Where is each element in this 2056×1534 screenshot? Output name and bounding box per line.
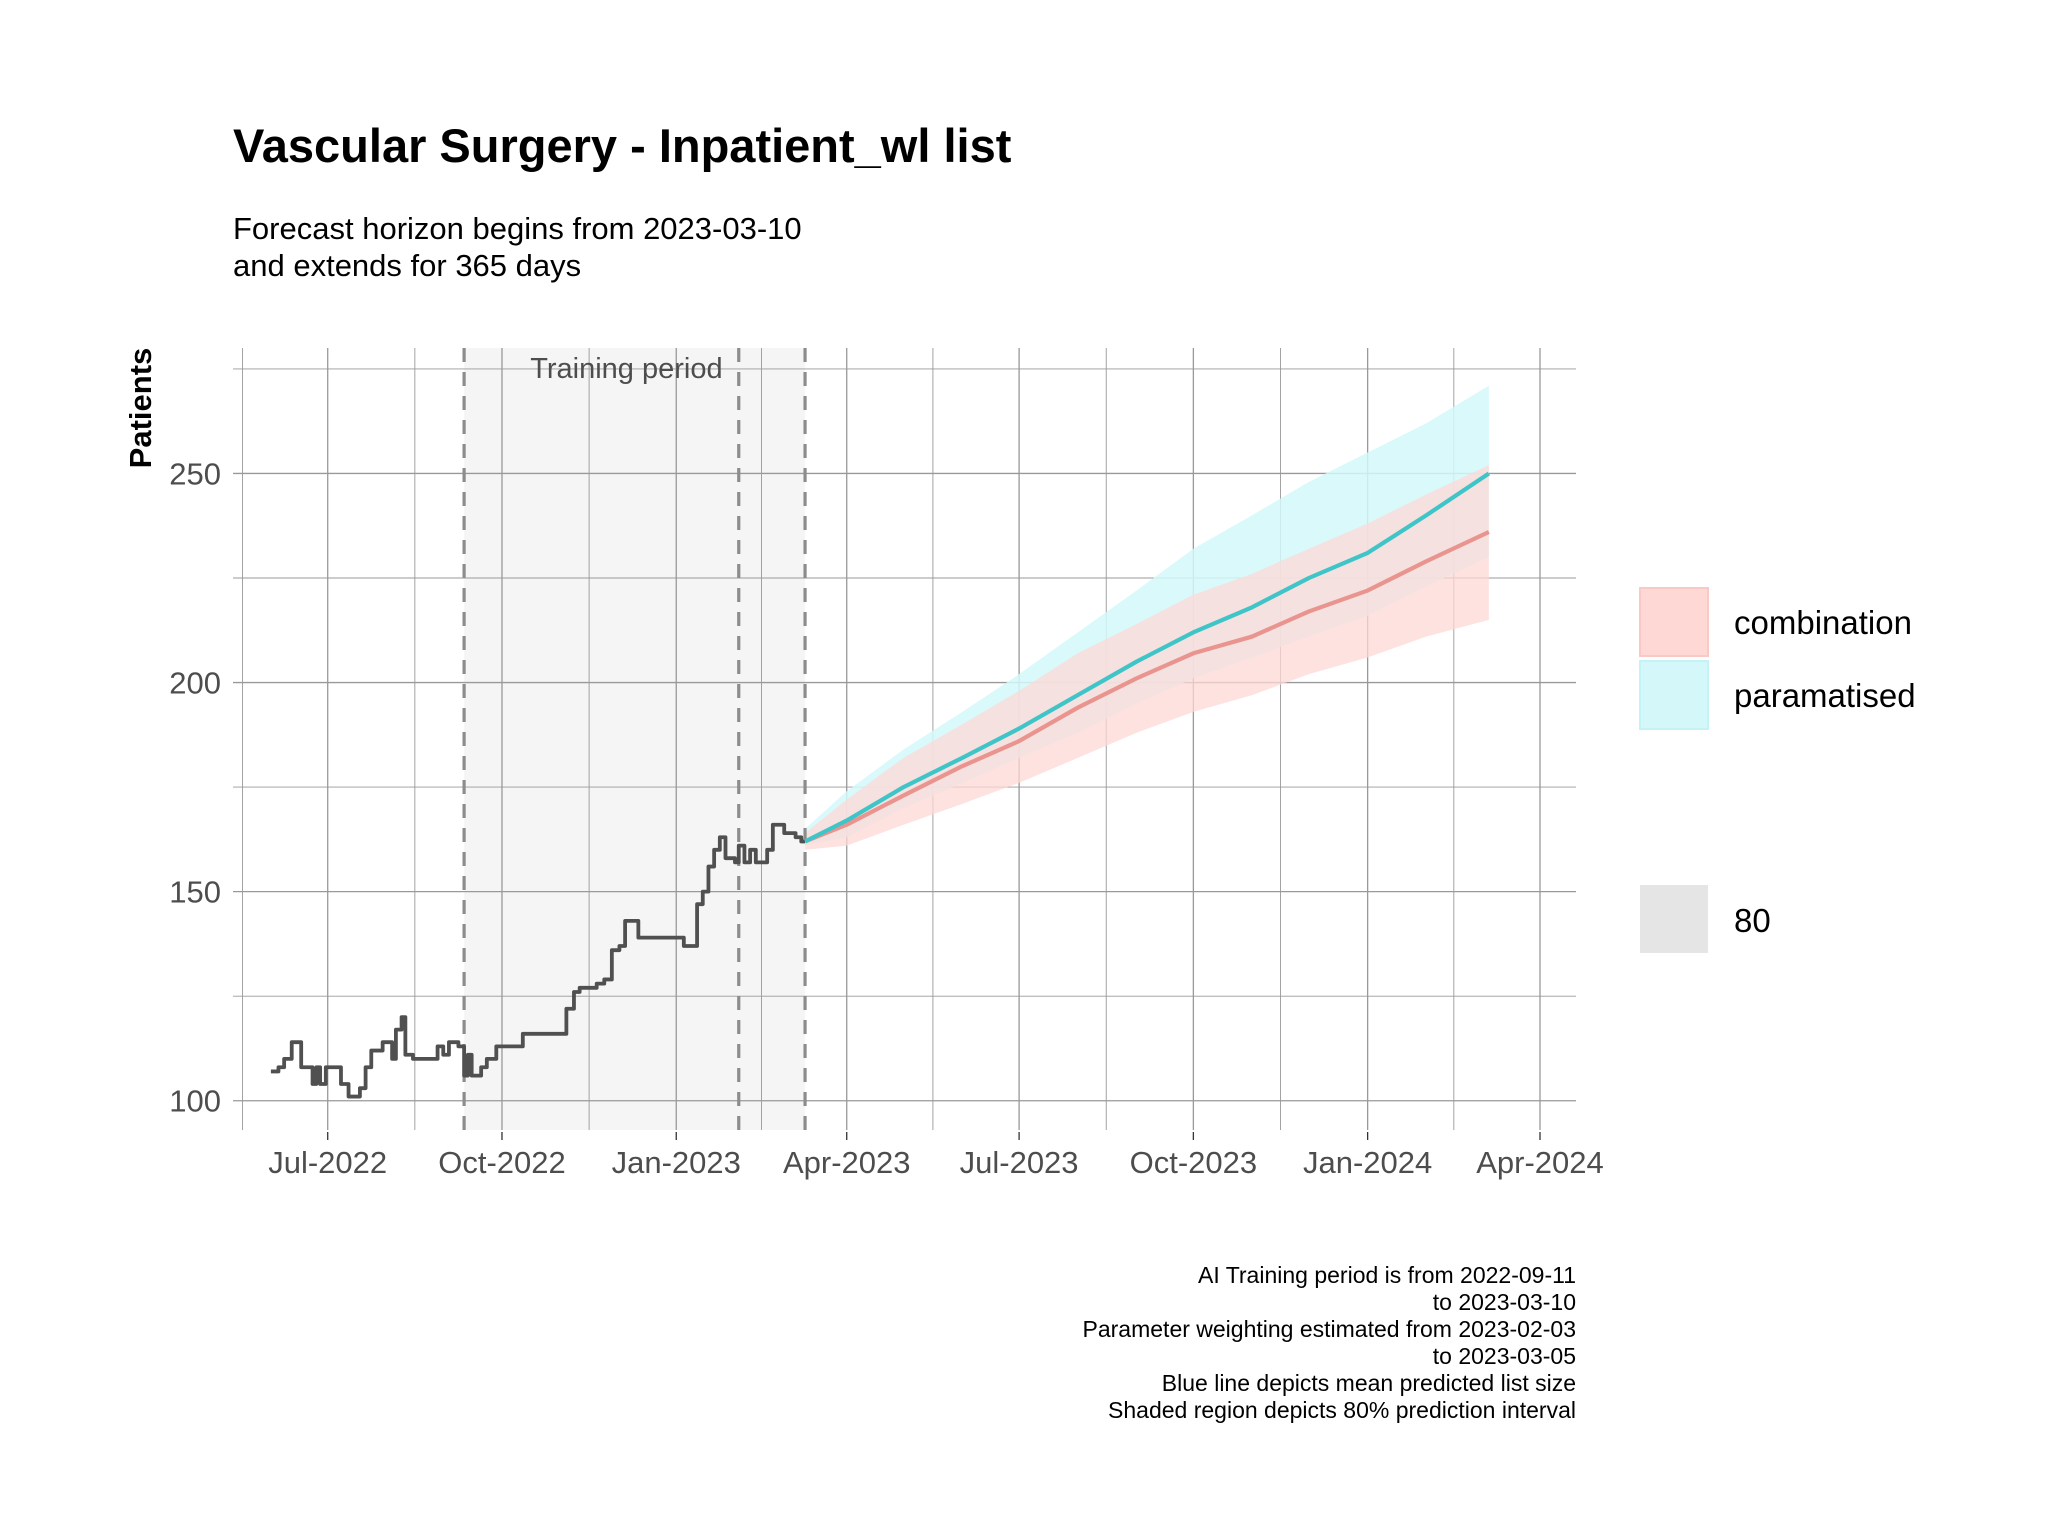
y-tick-label-100: 100 <box>169 1084 221 1119</box>
observed-line <box>270 822 806 1099</box>
x-tick-label-jan-2024: Jan-2024 <box>1303 1145 1432 1180</box>
legend-label-paramatised: paramatised <box>1734 677 1916 714</box>
plot-area: Training period Jul-2022 Oct-2022 Jan-2023 A… <box>169 348 1604 1180</box>
chart-subtitle-line-2: and extends for 365 days <box>233 248 581 283</box>
legend-swatch-combination <box>1639 587 1709 657</box>
caption-line-1: AI Training period is from 2022-09-11 <box>1198 1262 1576 1288</box>
chart-title: Vascular Surgery - Inpatient_wl list <box>233 119 1012 172</box>
line-combination-mean <box>804 530 1490 844</box>
caption: AI Training period is from 2022-09-11 to… <box>1083 1262 1576 1423</box>
training-period-shade <box>464 348 806 1130</box>
x-tick-label-oct-2023: Oct-2023 <box>1130 1145 1258 1180</box>
caption-line-4: to 2023-03-05 <box>1433 1343 1576 1369</box>
chart-subtitle-line-1: Forecast horizon begins from 2023-03-10 <box>233 211 802 246</box>
caption-line-2: to 2023-03-10 <box>1433 1289 1576 1315</box>
y-tick-label-150: 150 <box>169 875 221 910</box>
y-tick-label-250: 250 <box>169 456 221 491</box>
x-tick-label-jul-2022: Jul-2022 <box>268 1145 387 1180</box>
line-paramatised-mean <box>804 471 1491 844</box>
caption-line-6: Shaded region depicts 80% prediction int… <box>1108 1397 1576 1423</box>
legend-label-level-80: 80 <box>1734 902 1771 939</box>
caption-line-5: Blue line depicts mean predicted list si… <box>1162 1370 1576 1396</box>
x-tick-label-apr-2023: Apr-2023 <box>783 1145 911 1180</box>
legend-label-combination: combination <box>1734 604 1912 641</box>
x-tick-label-jan-2023: Jan-2023 <box>612 1145 741 1180</box>
training-period-label: Training period <box>530 353 722 385</box>
x-tick-label-oct-2022: Oct-2022 <box>438 1145 566 1180</box>
legend-swatch-paramatised <box>1639 660 1709 730</box>
y-tick-label-200: 200 <box>169 666 221 701</box>
legend-swatch-level-80 <box>1640 885 1708 953</box>
y-axis-label: Patients <box>123 348 158 469</box>
caption-line-3: Parameter weighting estimated from 2023-… <box>1083 1316 1576 1342</box>
legend: combination paramatised 80 <box>1639 587 1916 953</box>
x-tick-label-apr-2024: Apr-2024 <box>1476 1145 1604 1180</box>
x-tick-label-jul-2023: Jul-2023 <box>960 1145 1079 1180</box>
